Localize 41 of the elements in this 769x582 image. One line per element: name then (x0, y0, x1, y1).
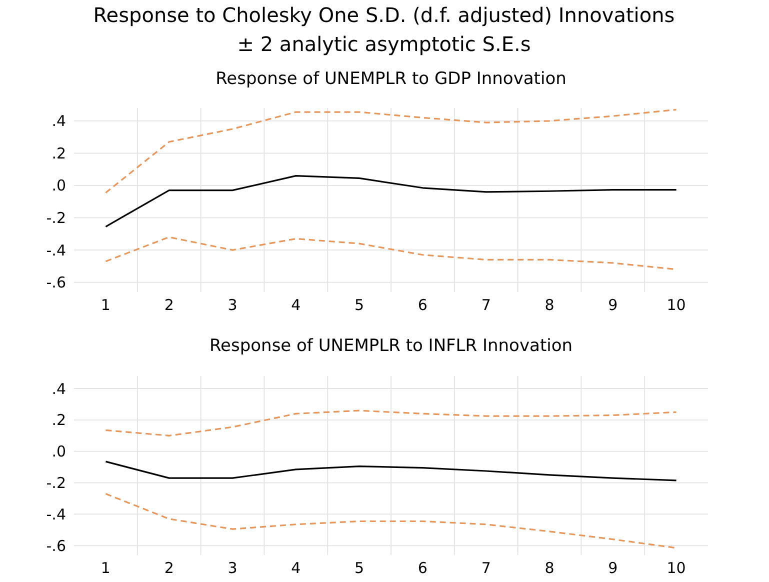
y-tick-label: -.4 (46, 505, 66, 524)
x-tick-label: 10 (666, 559, 686, 577)
y-tick-label: .4 (52, 112, 66, 130)
y-tick-label: .2 (52, 411, 66, 430)
line-series (104, 460, 678, 482)
x-tick-label: 2 (164, 559, 174, 577)
y-tick-label: .4 (52, 380, 66, 398)
y-tick-label: -.6 (46, 536, 66, 555)
x-tick-label: 9 (608, 559, 618, 577)
y-tick-label: -.2 (46, 209, 66, 228)
x-tick-label: 4 (291, 559, 301, 577)
x-tick-label: 8 (544, 296, 554, 314)
x-tick-label: 5 (354, 296, 364, 314)
x-tick-label: 7 (481, 296, 491, 314)
chart-title: Response of UNEMPLR to INFLR Innovation (209, 336, 573, 356)
x-tick-label: 1 (100, 296, 110, 314)
line-series (104, 492, 678, 549)
x-tick-label: 7 (481, 559, 491, 577)
x-tick-label: 4 (291, 296, 301, 314)
x-tick-label: 6 (418, 559, 428, 577)
x-tick-label: 6 (418, 296, 428, 314)
text: Response to Cholesky One S.D. (d.f. adjusted) Innovations (93, 3, 675, 27)
x-tick-label: 10 (666, 296, 686, 314)
x-tick-label: 5 (354, 559, 364, 577)
y-tick-label: .2 (52, 144, 66, 162)
x-tick-label: 3 (228, 559, 238, 577)
y-tick-label: -.2 (46, 474, 66, 492)
y-tick-label: -.6 (46, 274, 66, 292)
y-tick-label: .0 (52, 176, 66, 195)
text: ± 2 analytic asymptotic S.E.s (237, 32, 531, 56)
x-tick-label: 9 (608, 296, 618, 314)
line-series (104, 108, 678, 194)
x-tick-label: 2 (164, 296, 174, 314)
y-tick-label: -.4 (46, 241, 66, 260)
x-tick-label: 1 (100, 559, 110, 577)
line-series (104, 174, 678, 228)
chart-title: Response of UNEMPLR to GDP Innovation (216, 69, 566, 89)
line-series (104, 410, 678, 436)
y-tick-label: .0 (52, 442, 66, 461)
x-tick-label: 8 (544, 559, 554, 577)
x-tick-label: 3 (228, 296, 238, 314)
